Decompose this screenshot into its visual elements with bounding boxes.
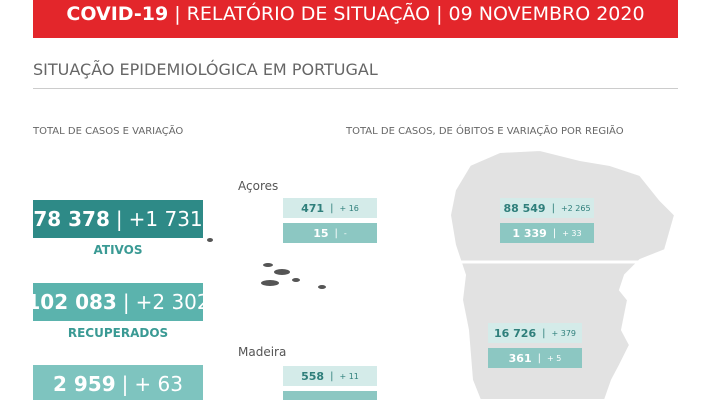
- stat-label: RECUPERADOS: [67, 326, 169, 340]
- cases-change: + 379: [551, 328, 576, 338]
- stat-change: + 63: [134, 372, 183, 396]
- cases-change: + 11: [339, 371, 359, 381]
- cases-value: 558: [301, 369, 325, 383]
- region-cases: 558 | + 11: [283, 366, 377, 386]
- stat-box: 2 959 | + 63: [33, 365, 203, 400]
- region-deaths: [283, 391, 377, 400]
- region-cases: 16 726 | + 379: [488, 323, 582, 343]
- cases-value: 88 549: [503, 201, 546, 215]
- separator: |: [330, 370, 334, 382]
- cases-value: 471: [301, 201, 325, 215]
- region-deaths: 15 | -: [283, 223, 377, 243]
- separator: |: [122, 290, 130, 314]
- region-name: Madeira: [238, 345, 287, 359]
- stat-change: +2 302: [135, 290, 210, 314]
- region-name: Açores: [238, 179, 279, 193]
- region-cases: 471 | + 16: [283, 198, 377, 218]
- header: COVID-19 | RELATÓRIO DE SITUAÇÃO | 09 NOVEMB…: [33, 0, 678, 38]
- separator: |: [115, 207, 123, 231]
- region-deaths: 1 339 | + 33: [500, 223, 594, 243]
- section-title: SITUAÇÃO EPIDEMIOLÓGICA EM PORTUGAL: [33, 60, 378, 79]
- separator: |: [537, 352, 541, 364]
- stat-box: 102 083 | +2 302: [26, 283, 210, 321]
- deaths-value: 15: [313, 226, 329, 240]
- separator: |: [542, 327, 546, 339]
- separator: |: [551, 202, 555, 214]
- divider: [33, 88, 678, 89]
- deaths-value: 1 339: [512, 226, 547, 240]
- stat-value: 78 378: [33, 207, 110, 231]
- stat-label: ATIVOS: [93, 243, 143, 257]
- cases-value: 16 726: [494, 326, 537, 340]
- stat-value: 102 083: [26, 290, 117, 314]
- stat-value: 2 959: [53, 372, 116, 396]
- region-deaths: 361 | + 5: [488, 348, 582, 368]
- deaths-change: + 5: [547, 353, 562, 363]
- header-subtitle: RELATÓRIO DE SITUAÇÃO: [186, 3, 431, 25]
- region-cases: 88 549 | +2 265: [500, 198, 594, 218]
- separator: |: [552, 227, 557, 239]
- header-title: COVID-19: [66, 3, 169, 25]
- deaths-change: + 33: [562, 228, 582, 238]
- separator: |: [121, 372, 129, 396]
- header-date: 09 NOVEMBRO 2020: [448, 3, 645, 25]
- stat-box: 78 378 | +1 731: [33, 200, 203, 238]
- right-label: TOTAL DE CASOS, DE ÓBITOS E VARIAÇÃO POR…: [346, 126, 624, 137]
- left-label: TOTAL DE CASOS E VARIAÇÃO: [33, 126, 184, 137]
- cases-change: +2 265: [560, 203, 591, 213]
- separator: |: [334, 227, 338, 239]
- stat-change: +1 731: [128, 207, 203, 231]
- cases-change: + 16: [339, 203, 359, 213]
- deaths-value: 361: [508, 351, 532, 365]
- azores-islands: [207, 238, 326, 289]
- separator: |: [330, 202, 334, 214]
- deaths-change: -: [343, 228, 347, 238]
